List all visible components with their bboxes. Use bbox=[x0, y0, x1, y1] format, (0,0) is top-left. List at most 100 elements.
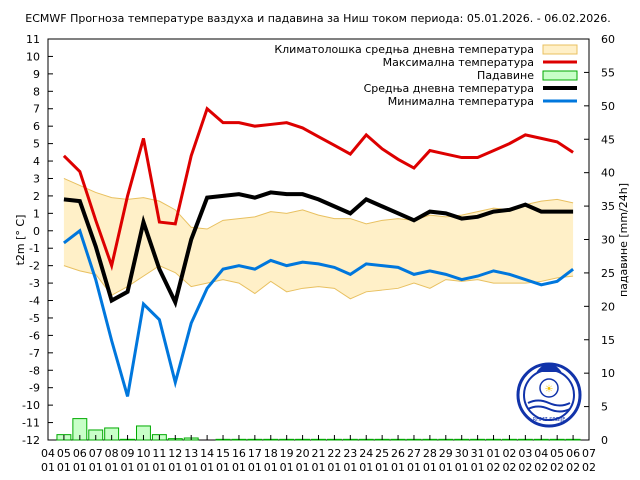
x-tick-label-day: 13 bbox=[184, 447, 198, 460]
svg-text:☀: ☀ bbox=[545, 384, 554, 395]
x-tick-label-day: 31 bbox=[471, 447, 485, 460]
x-tick-label-month: 01 bbox=[280, 461, 294, 474]
x-tick-label-day: 07 bbox=[89, 447, 103, 460]
climatology-band-area bbox=[63, 178, 574, 299]
x-tick-label-month: 02 bbox=[518, 461, 532, 474]
y-tick-label: 0 bbox=[33, 225, 40, 238]
y2-tick-label: 50 bbox=[601, 100, 615, 113]
x-tick-label-month: 01 bbox=[73, 461, 87, 474]
x-tick-label-month: 01 bbox=[41, 461, 55, 474]
x-tick-label-day: 25 bbox=[375, 447, 389, 460]
x-tick-label-month: 01 bbox=[296, 461, 310, 474]
x-tick-label-day: 14 bbox=[200, 447, 214, 460]
x-tick-label-day: 27 bbox=[407, 447, 421, 460]
x-tick-label-month: 01 bbox=[391, 461, 405, 474]
x-tick-label-day: 19 bbox=[280, 447, 294, 460]
y2-tick-label: 5 bbox=[601, 401, 608, 414]
y-tick-label: 4 bbox=[33, 155, 40, 168]
legend-swatch-climatology bbox=[542, 44, 578, 55]
y2-tick-label: 10 bbox=[601, 367, 615, 380]
x-tick-label-day: 04 bbox=[41, 447, 55, 460]
x-tick-label-month: 01 bbox=[343, 461, 357, 474]
x-tick-label-month: 01 bbox=[184, 461, 198, 474]
y2-tick-label: 45 bbox=[601, 133, 615, 146]
temperature-lines bbox=[62, 106, 575, 397]
legend-label-climatology: Климатолошка средња дневна температура bbox=[274, 43, 534, 56]
x-tick-label-day: 06 bbox=[73, 447, 87, 460]
x-tick-label-day: 09 bbox=[121, 447, 135, 460]
x-tick-label-day: 02 bbox=[502, 447, 516, 460]
y-tick-label: 7 bbox=[33, 103, 40, 116]
x-tick-label-month: 01 bbox=[423, 461, 437, 474]
y2-tick-label: 40 bbox=[601, 167, 615, 180]
y-tick-label: 10 bbox=[26, 50, 40, 63]
legend-label-precip: Падавине bbox=[477, 69, 534, 82]
x-tick-label-day: 05 bbox=[550, 447, 564, 460]
y2-tick-label: 20 bbox=[601, 300, 615, 313]
x-tick-label-day: 05 bbox=[57, 447, 71, 460]
y-tick-label: -6 bbox=[29, 329, 40, 342]
y2-axis-label: падавине [mm/24h] bbox=[617, 183, 630, 297]
x-tick-label-day: 26 bbox=[391, 447, 405, 460]
y-tick-label: 3 bbox=[33, 172, 40, 185]
x-tick-label-day: 10 bbox=[136, 447, 150, 460]
x-tick-label-day: 22 bbox=[327, 447, 341, 460]
x-tick-label-month: 01 bbox=[232, 461, 246, 474]
x-tick-label-month: 01 bbox=[375, 461, 389, 474]
y2-tick-label: 30 bbox=[601, 234, 615, 247]
x-tick-label-day: 24 bbox=[359, 447, 373, 460]
y2-tick-label: 55 bbox=[601, 66, 615, 79]
x-tick-label-month: 01 bbox=[105, 461, 119, 474]
x-tick-label-month: 02 bbox=[582, 461, 596, 474]
x-tick-label-day: 08 bbox=[105, 447, 119, 460]
x-tick-label-day: 07 bbox=[582, 447, 596, 460]
x-tick-label-month: 01 bbox=[200, 461, 214, 474]
y-tick-label: -2 bbox=[29, 260, 40, 273]
x-tick-label-day: 23 bbox=[343, 447, 357, 460]
x-tick-label-day: 21 bbox=[312, 447, 326, 460]
x-tick-label-month: 01 bbox=[121, 461, 135, 474]
x-tick-label-day: 18 bbox=[264, 447, 278, 460]
x-tick-label-day: 01 bbox=[487, 447, 501, 460]
x-tick-label-month: 01 bbox=[471, 461, 485, 474]
y-axis-label: t2m [° C] bbox=[14, 215, 27, 266]
x-tick-label-day: 17 bbox=[248, 447, 262, 460]
x-tick-label-month: 01 bbox=[439, 461, 453, 474]
y-tick-label: -11 bbox=[22, 417, 40, 430]
x-tick-label-month: 01 bbox=[407, 461, 421, 474]
max-temperature-line bbox=[62, 106, 574, 272]
x-tick-label-day: 11 bbox=[152, 447, 166, 460]
chart-title: ECMWF Прогноза температуре ваздуха и пад… bbox=[25, 12, 611, 25]
x-tick-label-day: 16 bbox=[232, 447, 246, 460]
x-tick-label-day: 04 bbox=[534, 447, 548, 460]
y-tick-label: -7 bbox=[29, 347, 40, 360]
y-tick-label: -3 bbox=[29, 277, 40, 290]
x-tick-label-month: 01 bbox=[359, 461, 373, 474]
y-tick-label: -1 bbox=[29, 242, 40, 255]
x-tick-label-month: 01 bbox=[136, 461, 150, 474]
y-tick-label: -5 bbox=[29, 312, 40, 325]
mean-temperature-line bbox=[63, 190, 574, 309]
x-tick-label-day: 03 bbox=[518, 447, 532, 460]
x-tick-label-month: 01 bbox=[89, 461, 103, 474]
x-tick-label-month: 02 bbox=[534, 461, 548, 474]
x-tick-label-month: 02 bbox=[502, 461, 516, 474]
x-tick-label-day: 12 bbox=[168, 447, 182, 460]
climatology-lower-line bbox=[63, 265, 574, 300]
x-tick-label-day: 06 bbox=[566, 447, 580, 460]
x-tick-label-month: 02 bbox=[566, 461, 580, 474]
min-temperature-line bbox=[62, 228, 575, 397]
legend-label-min: Минимална температура bbox=[388, 95, 534, 108]
y2-tick-label: 35 bbox=[601, 200, 615, 213]
x-tick-label-month: 01 bbox=[57, 461, 71, 474]
x-tick-label-day: 30 bbox=[455, 447, 469, 460]
x-tick-label-day: 28 bbox=[423, 447, 437, 460]
x-tick-label-month: 01 bbox=[248, 461, 262, 474]
y2-tick-label: 25 bbox=[601, 267, 615, 280]
x-tick-label-month: 01 bbox=[455, 461, 469, 474]
x-tick-label-day: 20 bbox=[296, 447, 310, 460]
y-tick-label: -8 bbox=[29, 364, 40, 377]
x-tick-label-month: 01 bbox=[264, 461, 278, 474]
rhmz-logo: ☀ RHMZ SRBIJE bbox=[516, 362, 582, 428]
